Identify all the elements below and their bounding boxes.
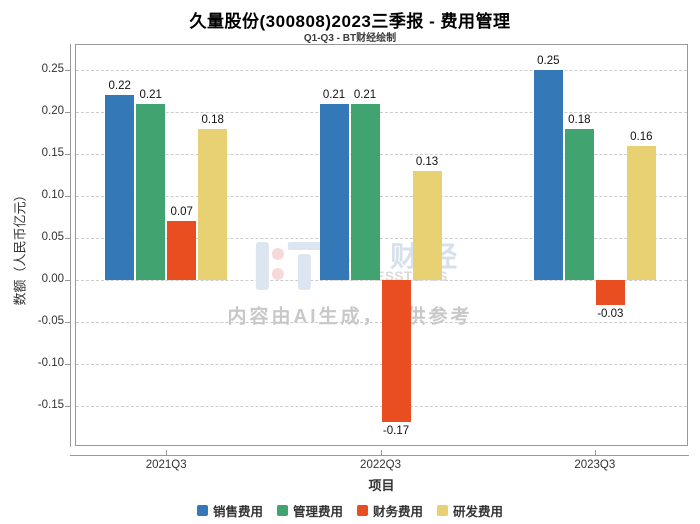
bar-value-label: 0.13 [415, 155, 439, 168]
legend: 销售费用 管理费用 财务费用 研发费用 [0, 501, 700, 520]
y-axis-line [70, 44, 71, 447]
y-tick-label: 0.00 [41, 272, 64, 285]
legend-label: 销售费用 [212, 505, 263, 519]
x-tick-label-2021Q3: 2021Q3 [145, 459, 187, 471]
y-tick-label: -0.05 [37, 314, 64, 327]
legend-label: 管理费用 [292, 505, 343, 519]
y-tick-mark [65, 363, 70, 365]
gridline [76, 112, 687, 114]
y-tick-label: 0.20 [41, 105, 64, 118]
gridline [76, 405, 687, 407]
gridline [76, 70, 687, 72]
y-tick-mark [65, 70, 70, 72]
y-tick-label: -0.10 [37, 356, 64, 369]
legend-label: 财务费用 [373, 505, 424, 519]
legend-item-2: 财务费用 [357, 501, 423, 520]
bar-value-label: 0.21 [139, 88, 162, 101]
y-axis-title: 数额（人民币亿元） [12, 188, 28, 306]
gridline [76, 279, 687, 281]
x-tick-label-2023Q3: 2023Q3 [574, 459, 616, 471]
bar-2023Q3-s2 [595, 279, 625, 305]
legend-item-0: 销售费用 [196, 501, 263, 520]
gridline [76, 237, 687, 239]
legend-item-1: 管理费用 [276, 501, 343, 520]
x-tick-mark [166, 450, 168, 455]
y-tick-mark [65, 279, 70, 281]
legend-item-3: 研发费用 [437, 501, 503, 520]
legend-swatch [357, 505, 368, 516]
bar-value-label: 0.16 [630, 130, 653, 143]
y-tick-label: 0.25 [41, 63, 64, 76]
bar-value-label: 0.22 [108, 80, 131, 93]
plot-area: BT财经 BUSINESSTIMES 内容由AI生成，仅供参考 0.22 0.21… [75, 44, 688, 446]
legend-swatch [437, 505, 449, 516]
y-tick-mark [65, 405, 70, 407]
bar-2021Q3-s0 [105, 95, 135, 280]
y-tick-mark [65, 195, 70, 197]
bar-2023Q3-s3 [626, 145, 656, 280]
bar-2021Q3-s3 [198, 128, 228, 280]
bar-layer: 0.22 0.21 0.07 0.18 0.21 0.21 -0.17 0.13 0.25 0.1… [76, 45, 687, 445]
x-axis-title: 项目 [368, 478, 395, 493]
bar-value-label: 0.18 [201, 113, 224, 126]
bar-2022Q3-s0 [319, 103, 349, 280]
bar-2021Q3-s2 [167, 221, 197, 280]
bar-2022Q3-s1 [350, 103, 380, 280]
bar-value-label: 0.21 [322, 88, 346, 101]
x-tick-mark [380, 450, 382, 455]
bar-2023Q3-s0 [533, 70, 563, 280]
gridline [76, 363, 687, 365]
bar-value-label: 0.07 [170, 206, 193, 219]
x-tick-label-2022Q3: 2022Q3 [360, 459, 401, 471]
grid-layer [76, 45, 687, 445]
gridline [76, 154, 687, 155]
page-subtitle: Q1-Q3 - BT财经绘制 [303, 33, 397, 44]
bar-value-label: 0.25 [537, 55, 560, 68]
y-tick-mark [65, 237, 70, 239]
bar-2022Q3-s2 [381, 279, 411, 423]
x-axis-line [70, 455, 689, 456]
gridline [76, 321, 687, 323]
y-tick-label: 0.10 [41, 188, 64, 201]
legend-label: 研发费用 [453, 505, 504, 519]
bar-2021Q3-s1 [136, 103, 166, 280]
y-tick-label: -0.15 [37, 398, 64, 411]
y-tick-label: 0.05 [41, 230, 64, 243]
legend-swatch [276, 505, 288, 516]
y-tick-mark [65, 154, 70, 155]
x-tick-mark [594, 450, 596, 455]
y-tick-label: 0.15 [41, 147, 64, 159]
bar-value-label: -0.03 [597, 307, 624, 320]
bar-value-label: -0.17 [382, 425, 410, 438]
page-title: 久量股份(300808)2023三季报 - 费用管理 [189, 12, 511, 31]
legend-swatch [196, 505, 208, 516]
bar-2023Q3-s1 [564, 128, 594, 280]
gridline [76, 195, 687, 197]
bar-2022Q3-s3 [412, 170, 442, 280]
bar-value-label: 0.18 [568, 113, 591, 126]
y-tick-mark [65, 321, 70, 323]
bar-value-label: 0.21 [353, 88, 377, 101]
y-tick-mark [65, 112, 70, 114]
